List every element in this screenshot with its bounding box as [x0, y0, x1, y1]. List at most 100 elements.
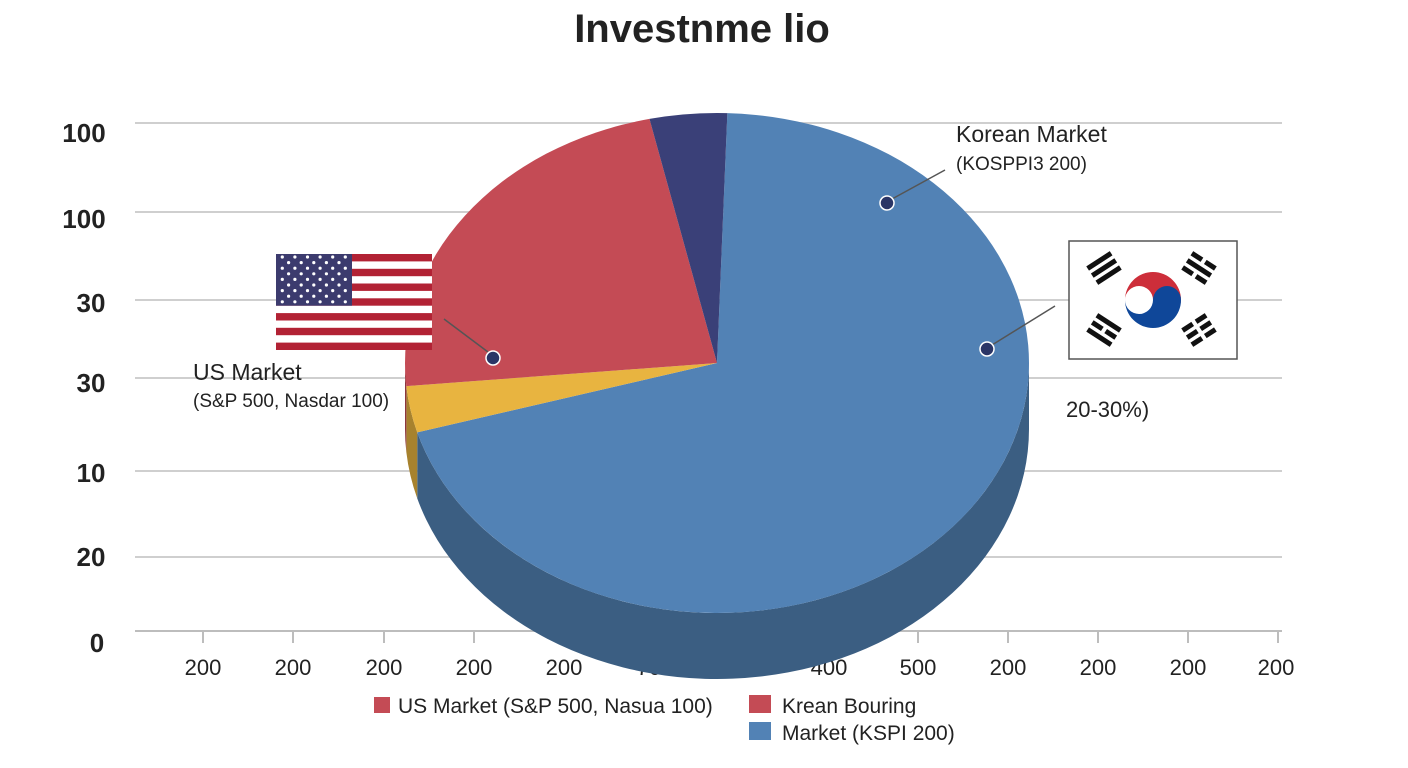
- korean-market-sublabel: (KOSPPI3 200): [956, 154, 1087, 175]
- legend-item: US Market (S&P 500, Nasua 100): [374, 695, 713, 718]
- pie-slice-us-market[interactable]: [417, 113, 1029, 613]
- us-flag-star: [299, 294, 303, 298]
- x-tick-label: 200: [456, 655, 493, 680]
- y-tick-label: 10: [77, 458, 106, 488]
- annotations: US Market (S&P 500, Nasdar 100) Korean M…: [193, 121, 1149, 422]
- us-flag-star: [343, 289, 347, 293]
- y-tick-label: 100: [62, 118, 105, 148]
- x-tick-label: 200: [1170, 655, 1207, 680]
- us-flag-star: [280, 266, 284, 270]
- pie-slice-orange-segment[interactable]: [406, 363, 717, 433]
- us-flag-star: [318, 266, 322, 270]
- us-flag-icon: [276, 254, 432, 350]
- us-flag-star: [287, 294, 291, 298]
- x-tick: 200: [1258, 631, 1295, 680]
- us-flag-star: [293, 289, 297, 293]
- kr-flag-marker-dot: [979, 341, 995, 357]
- trigram-top-left: [1086, 251, 1122, 285]
- trigram-bottom-left: [1086, 313, 1122, 347]
- us-flag-star: [337, 272, 341, 276]
- x-tick: 200: [1080, 631, 1116, 680]
- us-flag-star: [299, 272, 303, 276]
- us-flag-star: [305, 255, 310, 259]
- us-flag-star: [337, 283, 341, 287]
- annotation-leaders: [443, 169, 1056, 366]
- us-flag-star: [331, 300, 335, 304]
- x-tick-label: 200: [990, 655, 1027, 680]
- us-flag-stripe: [276, 254, 432, 262]
- us-flag-star: [293, 277, 297, 281]
- us-flag-star: [280, 255, 284, 259]
- y-tick-label: 20: [77, 542, 106, 572]
- us-flag-star: [318, 289, 322, 293]
- us-flag-star: [331, 255, 335, 259]
- x-tick: 200: [275, 631, 312, 680]
- us-flag-star: [331, 289, 335, 293]
- us-flag-star: [318, 255, 322, 259]
- us-flag-star: [324, 283, 328, 287]
- legend-label: Market (KSPI 200): [782, 722, 955, 745]
- us-flag-star: [324, 294, 328, 298]
- pie-side-korean-market: [405, 363, 407, 453]
- us-flag-star: [337, 294, 341, 298]
- us-flag-star: [299, 283, 303, 287]
- chart-title: Investnme lio: [574, 7, 830, 51]
- us-flag-stripe: [276, 268, 432, 277]
- x-tick: 200: [366, 631, 403, 680]
- us-flag-star: [318, 300, 322, 304]
- legend: US Market (S&P 500, Nasua 100) Krean Bou…: [374, 695, 955, 745]
- us-flag-star: [343, 266, 347, 270]
- us-flag-star: [318, 277, 322, 281]
- us-flag-star: [305, 289, 310, 293]
- pie-side-orange-segment: [406, 386, 418, 499]
- us-market-label: US Market: [193, 359, 302, 385]
- x-tick-label: 500: [900, 655, 937, 680]
- legend-item: Market (KSPI 200): [749, 722, 955, 745]
- y-tick-label: 0: [90, 628, 104, 658]
- legend-label: US Market (S&P 500, Nasua 100): [398, 695, 713, 718]
- x-tick: 200: [185, 631, 222, 680]
- us-flag-star: [299, 261, 303, 265]
- taegeuk-blue: [1125, 286, 1181, 328]
- x-tick: 200: [990, 631, 1027, 680]
- x-tick-label: 200: [275, 655, 312, 680]
- x-tick-label: 200: [1258, 655, 1295, 680]
- us-flag-star: [324, 272, 328, 276]
- pie-side-us-market: [417, 363, 1029, 679]
- korea-flag-icon: [1068, 240, 1238, 360]
- us-flag-stars: [280, 255, 347, 304]
- us-leader-line: [443, 318, 489, 353]
- us-flag-star: [287, 283, 291, 287]
- us-flag-star: [305, 266, 310, 270]
- us-flag-star: [312, 294, 316, 298]
- x-tick: 200: [546, 631, 582, 680]
- us-flag-star: [280, 289, 284, 293]
- us-flag-star: [305, 300, 310, 304]
- pie-slice-korean-market[interactable]: [405, 118, 717, 387]
- pie-slice-navy-segment[interactable]: [649, 112, 728, 363]
- us-flag-stripe: [276, 283, 432, 291]
- us-flag-star: [343, 277, 347, 281]
- us-flag-star: [312, 261, 316, 265]
- x-tick-label: 200: [185, 655, 222, 680]
- us-flag-star: [331, 266, 335, 270]
- x-tick: 200: [1170, 631, 1207, 680]
- pie-slices: [405, 112, 1029, 613]
- us-flag-star: [331, 277, 335, 281]
- y-tick-label: 30: [77, 288, 106, 318]
- pie-side-wall: [405, 363, 1029, 679]
- x-tick-label: 200: [366, 655, 403, 680]
- trigram-bottom-right: [1181, 313, 1217, 347]
- y-axis-ticks: 100 100 30 30 10 20 0: [62, 118, 105, 658]
- legend-item: Krean Bouring: [749, 695, 916, 718]
- us-flag-star: [280, 300, 284, 304]
- y-tick-label: 100: [62, 204, 105, 234]
- us-flag-stripe: [276, 298, 432, 306]
- us-flag-star: [293, 266, 297, 270]
- us-flag-star: [287, 272, 291, 276]
- us-flag-stripe: [276, 342, 432, 350]
- us-flag-star: [312, 283, 316, 287]
- percentage-label: 20-30%): [1066, 397, 1149, 422]
- x-axis-ticks: 200 200 200 200 200 700 300 400 500 200 …: [185, 631, 1295, 680]
